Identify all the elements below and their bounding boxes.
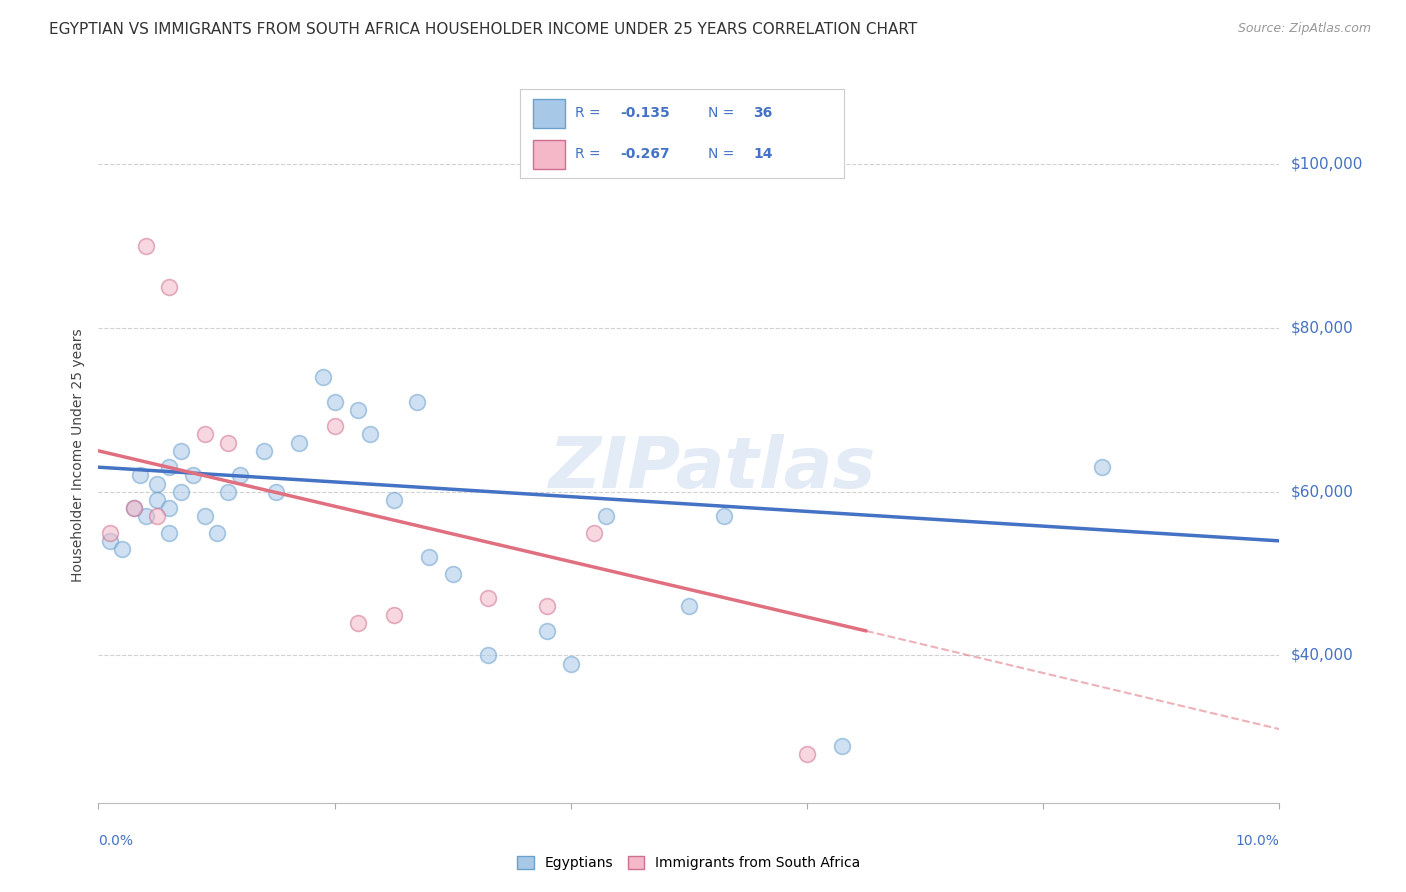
Text: 36: 36: [754, 106, 772, 120]
Text: -0.135: -0.135: [620, 106, 671, 120]
Point: [170, 484, 193, 499]
FancyBboxPatch shape: [533, 140, 565, 169]
Point: [536, 624, 558, 638]
Point: [111, 542, 134, 557]
Text: -0.267: -0.267: [620, 147, 671, 161]
Point: [122, 501, 145, 516]
Point: [157, 280, 180, 294]
Text: R =: R =: [575, 106, 605, 120]
Point: [347, 615, 370, 630]
Point: [560, 657, 582, 671]
Point: [146, 509, 169, 524]
Point: [146, 492, 169, 507]
Text: N =: N =: [707, 106, 738, 120]
Point: [477, 591, 499, 606]
Text: $80,000: $80,000: [1291, 320, 1354, 335]
Point: [382, 607, 405, 622]
Text: 14: 14: [754, 147, 772, 161]
Point: [312, 370, 335, 384]
Legend: Egyptians, Immigrants from South Africa: Egyptians, Immigrants from South Africa: [512, 850, 866, 876]
Point: [796, 747, 818, 761]
Point: [382, 492, 405, 507]
Text: Source: ZipAtlas.com: Source: ZipAtlas.com: [1237, 22, 1371, 36]
Point: [170, 443, 193, 458]
Text: EGYPTIAN VS IMMIGRANTS FROM SOUTH AFRICA HOUSEHOLDER INCOME UNDER 25 YEARS CORRE: EGYPTIAN VS IMMIGRANTS FROM SOUTH AFRICA…: [49, 22, 918, 37]
Text: 0.0%: 0.0%: [98, 834, 134, 848]
Point: [595, 509, 617, 524]
Point: [122, 501, 145, 516]
Point: [98, 533, 121, 548]
Point: [135, 239, 157, 253]
Text: $100,000: $100,000: [1291, 157, 1362, 172]
Point: [157, 460, 180, 475]
Point: [128, 468, 150, 483]
Point: [441, 566, 464, 581]
Point: [323, 394, 346, 409]
Point: [347, 403, 370, 417]
Point: [264, 484, 287, 499]
Point: [536, 599, 558, 614]
Point: [229, 468, 252, 483]
Text: R =: R =: [575, 147, 605, 161]
Point: [194, 509, 217, 524]
Y-axis label: Householder Income Under 25 years: Householder Income Under 25 years: [72, 328, 86, 582]
Point: [831, 739, 853, 753]
Point: [713, 509, 735, 524]
Point: [146, 476, 169, 491]
Point: [98, 525, 121, 540]
Point: [157, 525, 180, 540]
Point: [323, 419, 346, 434]
Text: 10.0%: 10.0%: [1236, 834, 1279, 848]
Point: [678, 599, 700, 614]
Point: [181, 468, 204, 483]
Point: [205, 525, 228, 540]
FancyBboxPatch shape: [533, 99, 565, 128]
Point: [288, 435, 311, 450]
Text: $60,000: $60,000: [1291, 484, 1354, 500]
Point: [477, 648, 499, 663]
Point: [583, 525, 606, 540]
Text: ZIPatlas: ZIPatlas: [548, 434, 876, 503]
Point: [359, 427, 381, 442]
Text: $40,000: $40,000: [1291, 648, 1354, 663]
Point: [406, 394, 429, 409]
Point: [217, 435, 239, 450]
Text: N =: N =: [707, 147, 738, 161]
Point: [217, 484, 239, 499]
Point: [253, 443, 276, 458]
Point: [135, 509, 157, 524]
Point: [418, 550, 440, 565]
Point: [1091, 460, 1114, 475]
Point: [157, 501, 180, 516]
Point: [194, 427, 217, 442]
